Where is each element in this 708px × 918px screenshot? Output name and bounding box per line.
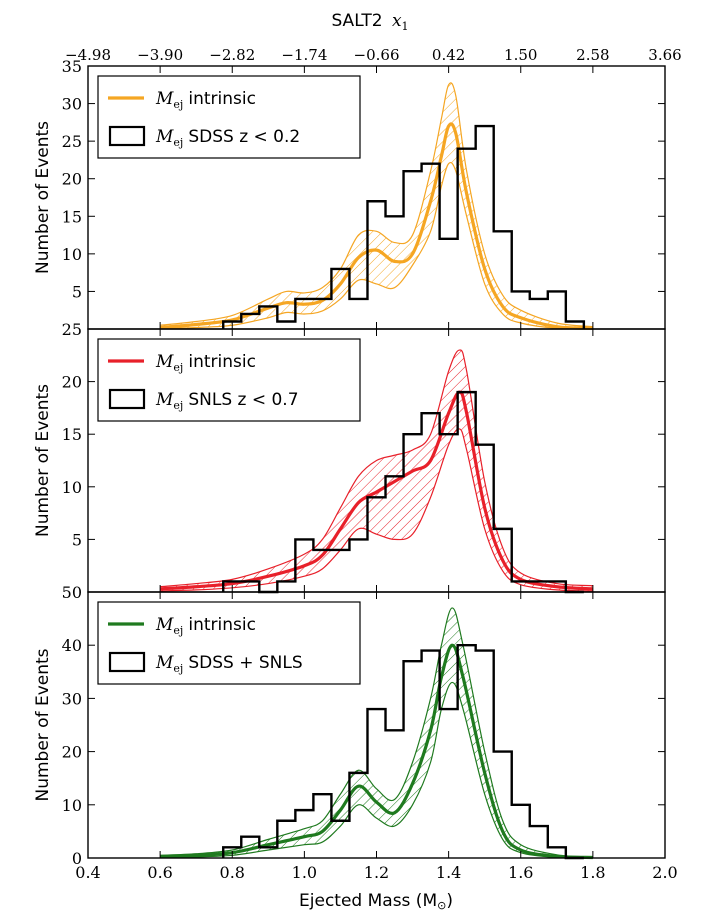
- intrinsic-mean-line: [160, 390, 593, 591]
- y-tick-label: 25: [62, 320, 82, 339]
- histogram: [222, 124, 586, 329]
- legend-swatch-step: [108, 125, 146, 147]
- x-tick-label: 1.0: [292, 863, 317, 882]
- histogram-step: [222, 390, 584, 594]
- top-tick-label: −1.74: [281, 46, 327, 64]
- y-tick-label: 10: [62, 245, 82, 264]
- x-tick-label: 1.2: [364, 863, 389, 882]
- y-tick-label: 10: [62, 796, 82, 815]
- intrinsic-upper: [160, 349, 593, 588]
- y-axis-label: Number of Events: [33, 121, 53, 274]
- y-tick-label: 0: [72, 849, 82, 868]
- y-tick-label: 30: [62, 689, 82, 708]
- top-tick-label: −3.90: [137, 46, 183, 64]
- legend: Mej intrinsic Mej SDSS + SNLS: [97, 601, 361, 685]
- y-tick-label: 35: [62, 57, 82, 76]
- histogram-step: [222, 644, 584, 860]
- panel-sdss: 5 10 15 20 25 30 35−4.98 −3.90 −2.82 −1.74 −0.66 0.…: [33, 46, 682, 330]
- legend: Mej intrinsic Mej SNLS z < 0.7: [97, 338, 361, 422]
- x-tick-label: 1.8: [580, 863, 605, 882]
- legend-swatch-step: [108, 388, 146, 410]
- histogram: [222, 390, 584, 594]
- y-tick-label: 15: [62, 207, 82, 226]
- hist-bin: [349, 299, 367, 329]
- hist-bin: [440, 709, 458, 858]
- y-axis-label: Number of Events: [33, 648, 53, 801]
- legend-entry-label: Mej intrinsic: [155, 89, 256, 111]
- intrinsic-lower: [160, 428, 593, 592]
- intrinsic-lower: [160, 681, 593, 859]
- y-tick-label: 40: [62, 636, 82, 655]
- y-tick-label: 30: [62, 95, 82, 114]
- y-tick-label: 20: [62, 743, 82, 762]
- x-tick-label: 2.0: [652, 863, 677, 882]
- legend-entry-label: Mej SDSS z < 0.2: [155, 127, 300, 149]
- legend: Mej intrinsic Mej SDSS z < 0.2: [97, 75, 361, 159]
- intrinsic-lower: [160, 161, 593, 330]
- top-tick-label: 0.42: [432, 46, 465, 64]
- y-tick-label: 25: [62, 132, 82, 151]
- legend-entry-label: Mej intrinsic: [155, 352, 256, 374]
- y-tick-label: 10: [62, 478, 82, 497]
- top-tick-label: −4.98: [65, 46, 111, 64]
- panel-sdss-snls: 0 10 20 30 40 50 0.4 0.6 0.8 1.0 1.2 1.4 1.6 1.8 2.0 Nu…: [33, 583, 678, 882]
- histogram-step: [222, 124, 586, 329]
- legend-entry-label: Mej SNLS z < 0.7: [155, 390, 299, 412]
- hist-bin: [277, 581, 295, 592]
- legend-swatch-step: [108, 651, 146, 673]
- top-tick-label: 3.66: [648, 46, 681, 64]
- y-tick-label: 5: [72, 530, 82, 549]
- x-tick-label: 1.4: [436, 863, 461, 882]
- y-tick-label: 15: [62, 425, 82, 444]
- x-tick-label: 1.6: [508, 863, 533, 882]
- intrinsic-upper: [160, 82, 593, 328]
- panels: 5 10 15 20 25 30 35−4.98 −3.90 −2.82 −1.74 −0.66 0.…: [33, 46, 682, 882]
- top-tick-label: 1.50: [504, 46, 537, 64]
- intrinsic-band: [160, 607, 593, 859]
- y-tick-label: 20: [62, 170, 82, 189]
- intrinsic-mean-line: [159, 122, 593, 330]
- x-tick-label: 0.6: [147, 863, 172, 882]
- top-axis-label: SALT2 x1: [331, 11, 408, 33]
- x-tick-label: 0.4: [75, 863, 100, 882]
- top-tick-label: 2.58: [576, 46, 609, 64]
- y-axis-label: Number of Events: [33, 384, 53, 537]
- legend-entry-label: Mej intrinsic: [155, 615, 256, 637]
- histogram: [222, 644, 584, 860]
- top-tick-label: −2.82: [209, 46, 255, 64]
- y-tick-label: 50: [62, 583, 82, 602]
- intrinsic-mean-line: [160, 643, 593, 860]
- top-tick-label: −0.66: [354, 46, 400, 64]
- x-axis-label: Ejected Mass (M⊙): [299, 891, 453, 912]
- y-tick-label: 20: [62, 373, 82, 392]
- hist-bin: [349, 539, 367, 592]
- intrinsic-band: [160, 350, 593, 591]
- intrinsic-upper: [160, 607, 593, 858]
- legend-entry-label: Mej SDSS + SNLS: [155, 653, 303, 675]
- hist-bin: [440, 239, 458, 329]
- y-tick-label: 5: [72, 282, 82, 301]
- x-tick-label: 0.8: [220, 863, 245, 882]
